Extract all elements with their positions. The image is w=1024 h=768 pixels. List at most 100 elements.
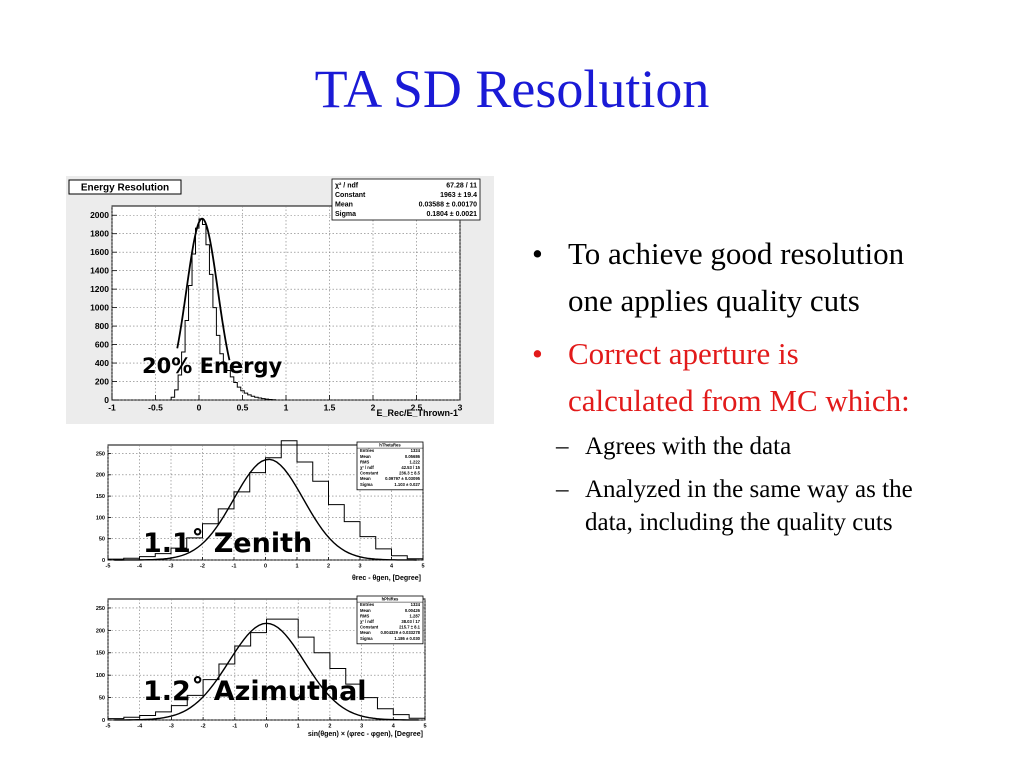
stats-name: χ² / ndf <box>335 183 359 190</box>
y-tick-label: 250 <box>96 606 105 612</box>
histogram-bar <box>237 387 240 400</box>
y-tick-label: 800 <box>95 321 109 331</box>
histogram-bar <box>329 505 345 560</box>
stats-box <box>356 441 424 491</box>
x-tick-label: 3 <box>360 724 363 730</box>
stats-name: Mean <box>360 476 371 481</box>
bullet-item: To achieve good resolution one applies q… <box>530 230 930 324</box>
x-axis-label: θrec - θgen, [Degree] <box>352 575 421 582</box>
stats-value: 0.03588 ± 0.00170 <box>419 202 477 209</box>
azimuthal-overlay-label: 1.2˚ Azimuthal <box>143 676 367 707</box>
stats-name: RMS <box>360 459 370 464</box>
x-tick-label: 0 <box>197 403 202 413</box>
stats-name: Mean <box>360 630 371 635</box>
x-tick-label: 1 <box>295 564 298 570</box>
stats-name: Sigma <box>360 482 373 487</box>
y-tick-label: 50 <box>99 537 105 543</box>
energy-resolution-chart: -1 -0.5 0 0.5 1 1.5 2 2.5 3 0 200 400 600 800 1000 1200… <box>66 176 494 424</box>
histogram-bar <box>255 397 258 400</box>
stats-value: 1324 <box>411 602 421 607</box>
stats-name: Mean <box>335 202 353 209</box>
subbullet-item: Analyzed in the same way as the data, in… <box>530 473 930 539</box>
y-tick-label: 200 <box>96 473 105 479</box>
stats-value: 1963 ± 19.4 <box>440 192 477 199</box>
histogram-bar <box>269 399 272 400</box>
gaussian-fit-curve <box>114 458 417 561</box>
stats-name: Mean <box>360 608 371 613</box>
x-tick-label: 0.5 <box>237 403 249 413</box>
y-tick-label: 2000 <box>90 210 109 220</box>
y-tick-label: 100 <box>96 673 105 679</box>
stats-name: Mean <box>360 454 371 459</box>
x-tick-label: 5 <box>423 724 426 730</box>
histogram-bar <box>230 377 233 400</box>
y-tick-label: 600 <box>95 340 109 350</box>
y-tick-label: 1000 <box>90 303 109 313</box>
stats-name: Entries <box>360 602 375 607</box>
stats-value: 1.103 ± 0.027 <box>394 482 420 487</box>
x-tick-label: 5 <box>421 564 424 570</box>
energy-resolution-plot: -1 -0.5 0 0.5 1 1.5 2 2.5 3 0 200 400 600 800 1000 1200… <box>66 176 494 424</box>
stats-box-title: hPhiRes <box>382 597 399 602</box>
histogram-outline <box>170 218 277 401</box>
x-tick-label: -4 <box>137 724 143 730</box>
y-tick-label: 400 <box>95 358 109 368</box>
x-tick-label: -2 <box>200 564 205 570</box>
histogram-bar <box>209 274 212 400</box>
azimuthal-resolution-chart: -5 -4 -3 -2 -1 0 1 2 3 4 5050100150200250sin(θgen)… <box>90 594 430 742</box>
x-tick-label: 1 <box>297 724 300 730</box>
x-tick-label: 4 <box>392 724 396 730</box>
stats-name: Entries <box>360 448 375 453</box>
y-tick-label: 250 <box>96 451 105 457</box>
x-tick-label: -1 <box>232 564 237 570</box>
histogram-bar <box>376 549 392 560</box>
x-tick-label: 0 <box>265 724 268 730</box>
histogram-bar <box>262 399 265 400</box>
y-tick-label: 0 <box>104 395 109 405</box>
x-axis-label: sin(θgen) × (φrec - φgen), [Degree] <box>308 731 423 738</box>
x-tick-label: 3 <box>358 564 361 570</box>
stats-value: 38.03 / 17 <box>401 619 420 624</box>
stats-value: 0.09797 ± 0.03095 <box>385 476 421 481</box>
y-tick-label: 150 <box>96 651 105 657</box>
y-tick-label: 1200 <box>90 284 109 294</box>
energy-overlay-label: 20% Energy <box>142 354 283 378</box>
y-tick-label: 100 <box>96 515 105 521</box>
x-tick-label: -1 <box>232 724 237 730</box>
stats-value: 67.28 / 11 <box>446 183 477 190</box>
y-tick-label: 1800 <box>90 229 109 239</box>
subbullet-item: Agrees with the data <box>530 430 930 463</box>
stats-value: 236.3 ± 8.5 <box>399 471 421 476</box>
x-tick-label: -3 <box>169 564 174 570</box>
y-tick-label: 200 <box>95 376 109 386</box>
x-tick-label: -2 <box>201 724 206 730</box>
x-tick-label: 2 <box>327 564 330 570</box>
x-tick-label: 4 <box>390 564 394 570</box>
chart-title-box <box>68 179 182 195</box>
histogram-bar <box>175 390 178 400</box>
histogram-bar <box>248 395 251 400</box>
x-tick-label: -0.5 <box>148 403 163 413</box>
x-tick-label: 2 <box>328 724 331 730</box>
stats-name: χ² / ndf <box>360 619 374 624</box>
stats-name: Constant <box>335 192 366 199</box>
histogram-bar <box>244 393 247 400</box>
stats-name: RMS <box>360 613 370 618</box>
gaussian-fit-curve <box>114 622 419 721</box>
x-tick-label: -1 <box>108 403 116 413</box>
stats-box-title: hThetaRes <box>379 443 401 448</box>
histogram-outline <box>107 440 424 560</box>
gaussian-fit-curve <box>176 217 231 361</box>
y-tick-label: 0 <box>102 718 105 724</box>
stats-value: 1.186 ± 0.030 <box>394 636 420 641</box>
chart-title: Energy Resolution <box>81 183 169 194</box>
bullet-item: Correct aperture is calculated from MC w… <box>530 330 930 424</box>
histogram-bar <box>178 375 181 400</box>
stats-value: 215.7 ± 8.1 <box>399 625 421 630</box>
stats-name: Constant <box>360 471 379 476</box>
x-tick-label: 0 <box>264 564 267 570</box>
histogram-bar <box>189 285 192 400</box>
y-tick-label: 0 <box>102 558 105 564</box>
stats-value: 0.00426 <box>405 608 421 613</box>
